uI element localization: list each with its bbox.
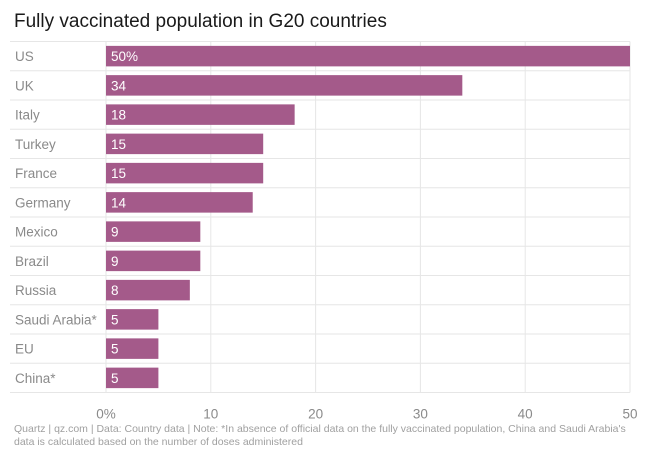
bar [106, 75, 463, 96]
category-label: France [15, 166, 57, 181]
category-label: Italy [15, 108, 40, 123]
category-label: Saudi Arabia* [15, 312, 98, 327]
bar [106, 104, 295, 125]
chart-title: Fully vaccinated population in G20 count… [14, 11, 387, 32]
chart-footer-note: Quartz | qz.com | Data: Country data | N… [14, 423, 626, 448]
category-labels: US UK Italy Turkey France Germany Mexico Brazil… [15, 49, 98, 386]
data-label: 9 [111, 254, 119, 269]
data-label: 14 [111, 195, 127, 210]
category-label: Germany [15, 195, 71, 210]
data-label: 18 [111, 108, 126, 123]
x-tick-label: 30 [413, 407, 428, 422]
data-label: 15 [111, 137, 126, 152]
data-label: 15 [111, 166, 126, 181]
bars: 50% 34 18 15 15 14 9 9 8 5 5 5 [106, 45, 630, 389]
category-label: EU [15, 342, 34, 357]
bar [106, 162, 264, 184]
bar [106, 45, 630, 67]
data-label: 5 [111, 312, 119, 327]
bar [106, 279, 190, 301]
category-label: Turkey [15, 137, 56, 152]
x-axis-ticks: 0% 10 20 30 40 50 [96, 407, 637, 422]
x-tick-label: 20 [308, 407, 323, 422]
x-tick-label: 10 [203, 407, 218, 422]
bar [106, 338, 159, 359]
bar [106, 221, 201, 242]
category-label: Mexico [15, 225, 58, 240]
data-label: 9 [111, 225, 119, 240]
data-label: 34 [111, 78, 127, 93]
category-label: UK [15, 78, 34, 93]
data-label: 50% [111, 49, 138, 64]
category-label: Brazil [15, 254, 49, 269]
data-label: 8 [111, 283, 119, 298]
data-label: 5 [111, 342, 119, 357]
data-label: 5 [111, 371, 119, 386]
gridlines [10, 41, 631, 393]
bar [106, 133, 264, 155]
bar [106, 309, 159, 330]
x-tick-label: 0% [96, 407, 116, 422]
bar [106, 192, 253, 213]
category-label: US [15, 49, 34, 64]
bar [106, 367, 159, 389]
category-label: China* [15, 371, 56, 386]
bar [106, 250, 201, 272]
x-tick-label: 40 [518, 407, 533, 422]
category-label: Russia [15, 283, 57, 298]
x-tick-label: 50 [622, 407, 637, 422]
